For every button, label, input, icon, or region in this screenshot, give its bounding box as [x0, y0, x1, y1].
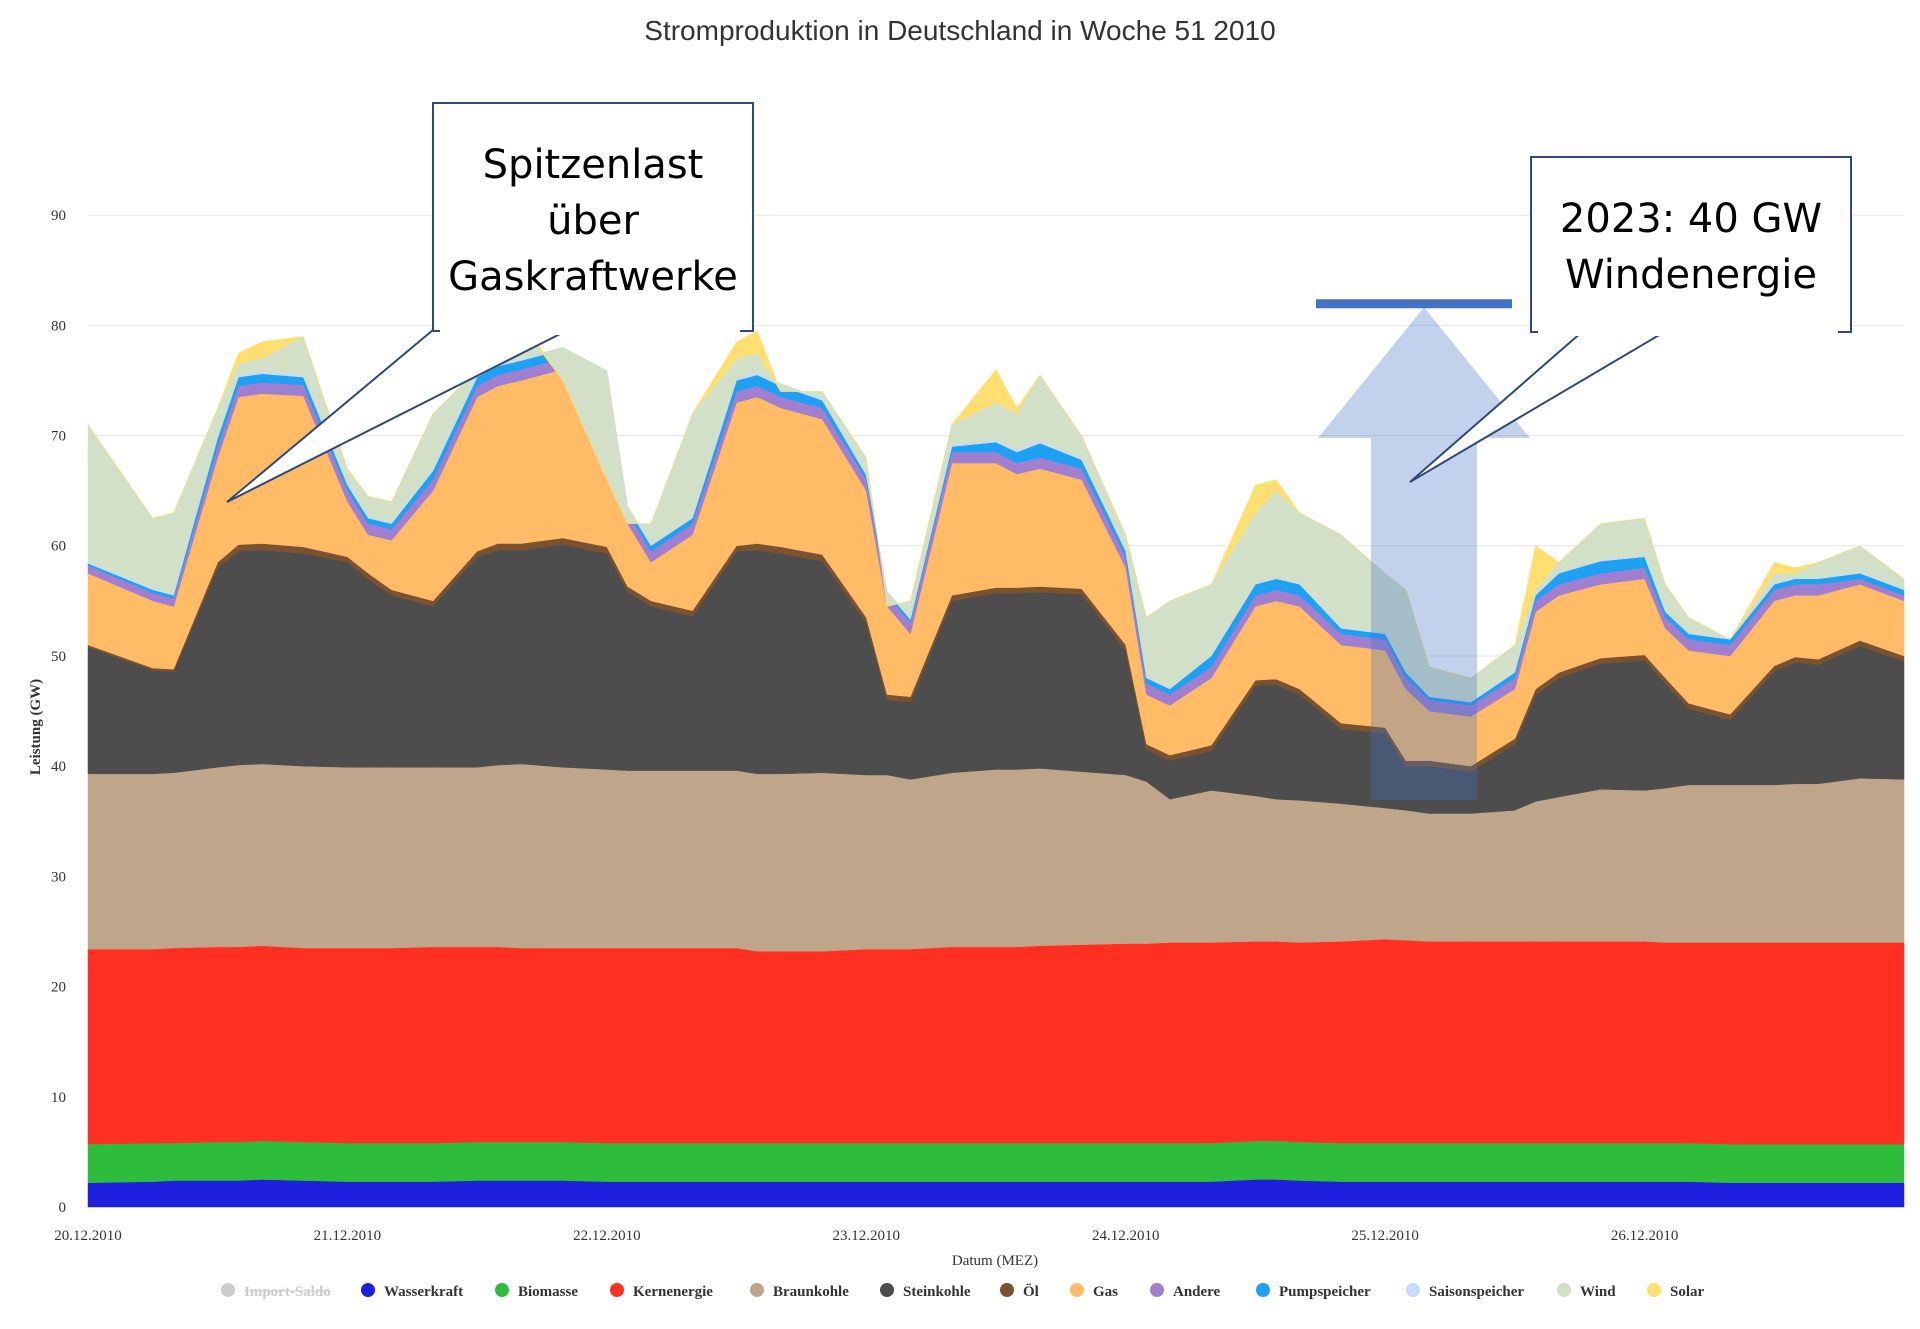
legend-label-andere[interactable]: Andere — [1173, 1284, 1221, 1300]
callout-peak-load: Spitzenlast über Gaskraftwerke — [226, 102, 754, 503]
legend-label-saisonspeicher[interactable]: Saisonspeicher — [1429, 1284, 1524, 1300]
y-tick-50: 50 — [51, 649, 66, 665]
legend-label-braunkohle[interactable]: Braunkohle — [773, 1284, 849, 1300]
callout-wind: 2023: 40 GW Windenergie — [1409, 156, 1852, 483]
y-tick-60: 60 — [51, 539, 66, 555]
legend-label-wasserkraft[interactable]: Wasserkraft — [384, 1284, 463, 1300]
chart-title: Stromproduktion in Deutschland in Woche … — [644, 15, 1275, 46]
callout-wind-line-1: 2023: 40 GW — [1560, 196, 1822, 242]
legend-swatch-gas[interactable] — [1070, 1283, 1084, 1297]
legend-swatch-öl[interactable] — [1000, 1283, 1014, 1297]
wind-target-bar — [1316, 299, 1512, 309]
y-tick-10: 10 — [51, 1090, 66, 1106]
y-tick-labels: 0 10 20 30 40 50 60 70 80 90 — [51, 208, 66, 1216]
legend-swatch-wasserkraft[interactable] — [361, 1283, 375, 1297]
x-tick-26.12.2010: 26.12.2010 — [1611, 1228, 1679, 1244]
callout-peak-pointer — [226, 329, 569, 503]
callout-wind-pointer — [1409, 330, 1667, 483]
callout-wind-line-2: Windenergie — [1565, 252, 1817, 298]
legend-swatch-steinkohle[interactable] — [880, 1283, 894, 1297]
area-braunkohle — [87, 763, 1905, 952]
legend-swatch-wind[interactable] — [1557, 1283, 1571, 1297]
y-tick-90: 90 — [51, 208, 66, 224]
callout-wind-box — [1530, 156, 1852, 333]
callout-peak-line-3: Gaskraftwerke — [448, 254, 738, 300]
legend: Import-Saldo Wasserkraft Biomasse Kernenerg… — [221, 1283, 1705, 1300]
legend-label-gas[interactable]: Gas — [1093, 1284, 1118, 1300]
callout-peak-box — [432, 102, 754, 332]
y-tick-20: 20 — [51, 980, 66, 996]
legend-swatch-pumpspeicher[interactable] — [1256, 1283, 1270, 1297]
legend-swatch-saisonspeicher[interactable] — [1406, 1283, 1420, 1297]
x-tick-25.12.2010: 25.12.2010 — [1351, 1228, 1419, 1244]
x-tick-22.12.2010: 22.12.2010 — [573, 1228, 641, 1244]
area-wasserkraft — [87, 1179, 1905, 1208]
legend-swatch-solar[interactable] — [1647, 1283, 1661, 1297]
y-tick-0: 0 — [59, 1200, 67, 1216]
legend-swatch-braunkohle[interactable] — [750, 1283, 764, 1297]
x-tick-labels: 20.12.2010 21.12.2010 22.12.2010 23.12.2010… — [54, 1228, 1678, 1244]
legend-swatch-kernenergie[interactable] — [610, 1283, 624, 1297]
callout-peak-line-1: Spitzenlast — [483, 142, 704, 188]
x-tick-21.12.2010: 21.12.2010 — [314, 1228, 382, 1244]
x-tick-24.12.2010: 24.12.2010 — [1092, 1228, 1160, 1244]
legend-label-steinkohle[interactable]: Steinkohle — [903, 1284, 971, 1300]
legend-swatch-biomasse[interactable] — [495, 1283, 509, 1297]
area-solar — [87, 319, 1905, 679]
stacked-areas — [87, 319, 1905, 1208]
y-tick-30: 30 — [51, 869, 66, 885]
area-kernenergie — [87, 938, 1905, 1145]
legend-label-biomasse[interactable]: Biomasse — [518, 1284, 578, 1300]
legend-label-pumpspeicher[interactable]: Pumpspeicher — [1279, 1284, 1371, 1300]
y-tick-40: 40 — [51, 759, 66, 775]
legend-label-import-saldo[interactable]: Import-Saldo — [244, 1284, 331, 1300]
area-biomasse — [87, 1140, 1905, 1184]
legend-swatch-import-saldo[interactable] — [221, 1283, 235, 1297]
x-tick-20.12.2010: 20.12.2010 — [54, 1228, 122, 1244]
legend-label-wind[interactable]: Wind — [1580, 1284, 1616, 1300]
legend-label-öl[interactable]: Öl — [1023, 1283, 1039, 1300]
x-tick-23.12.2010: 23.12.2010 — [833, 1228, 901, 1244]
callout-peak-line-2: über — [547, 198, 639, 244]
legend-label-kernenergie[interactable]: Kernenergie — [633, 1284, 713, 1300]
y-tick-70: 70 — [51, 429, 66, 445]
legend-swatch-andere[interactable] — [1150, 1283, 1164, 1297]
y-tick-80: 80 — [51, 318, 66, 334]
y-axis-label: Leistung (GW) — [28, 679, 44, 775]
legend-label-solar[interactable]: Solar — [1670, 1284, 1705, 1300]
x-axis-label: Datum (MEZ) — [952, 1253, 1038, 1269]
